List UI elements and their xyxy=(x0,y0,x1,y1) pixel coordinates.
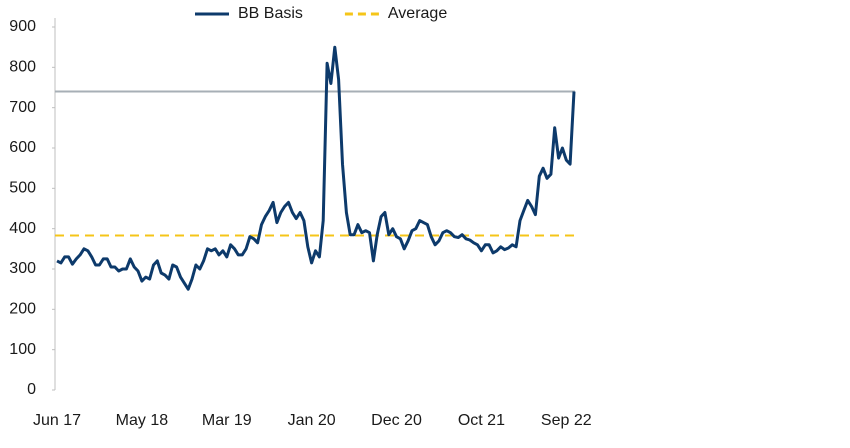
x-tick-label: Sep 22 xyxy=(541,412,592,429)
y-tick-label: 800 xyxy=(9,59,36,76)
y-tick-label: 300 xyxy=(9,260,36,277)
y-tick-label: 100 xyxy=(9,341,36,358)
y-tick-label: 0 xyxy=(27,381,36,398)
series-line xyxy=(56,45,576,291)
y-tick-label: 600 xyxy=(9,139,36,156)
legend-label: Average xyxy=(388,5,447,22)
x-tick-label: Jan 20 xyxy=(288,412,336,429)
x-tick-label: Dec 20 xyxy=(371,412,422,429)
y-tick-label: 200 xyxy=(9,301,36,318)
y-tick-label: 400 xyxy=(9,220,36,237)
x-tick-label: May 18 xyxy=(116,412,169,429)
y-tick-label: 900 xyxy=(9,18,36,35)
legend-label: BB Basis xyxy=(238,5,303,22)
y-tick-label: 500 xyxy=(9,180,36,197)
y-tick-label: 700 xyxy=(9,99,36,116)
x-tick-label: Mar 19 xyxy=(202,412,252,429)
x-tick-label: Jun 17 xyxy=(33,412,81,429)
x-tick-label: Oct 21 xyxy=(458,412,505,429)
